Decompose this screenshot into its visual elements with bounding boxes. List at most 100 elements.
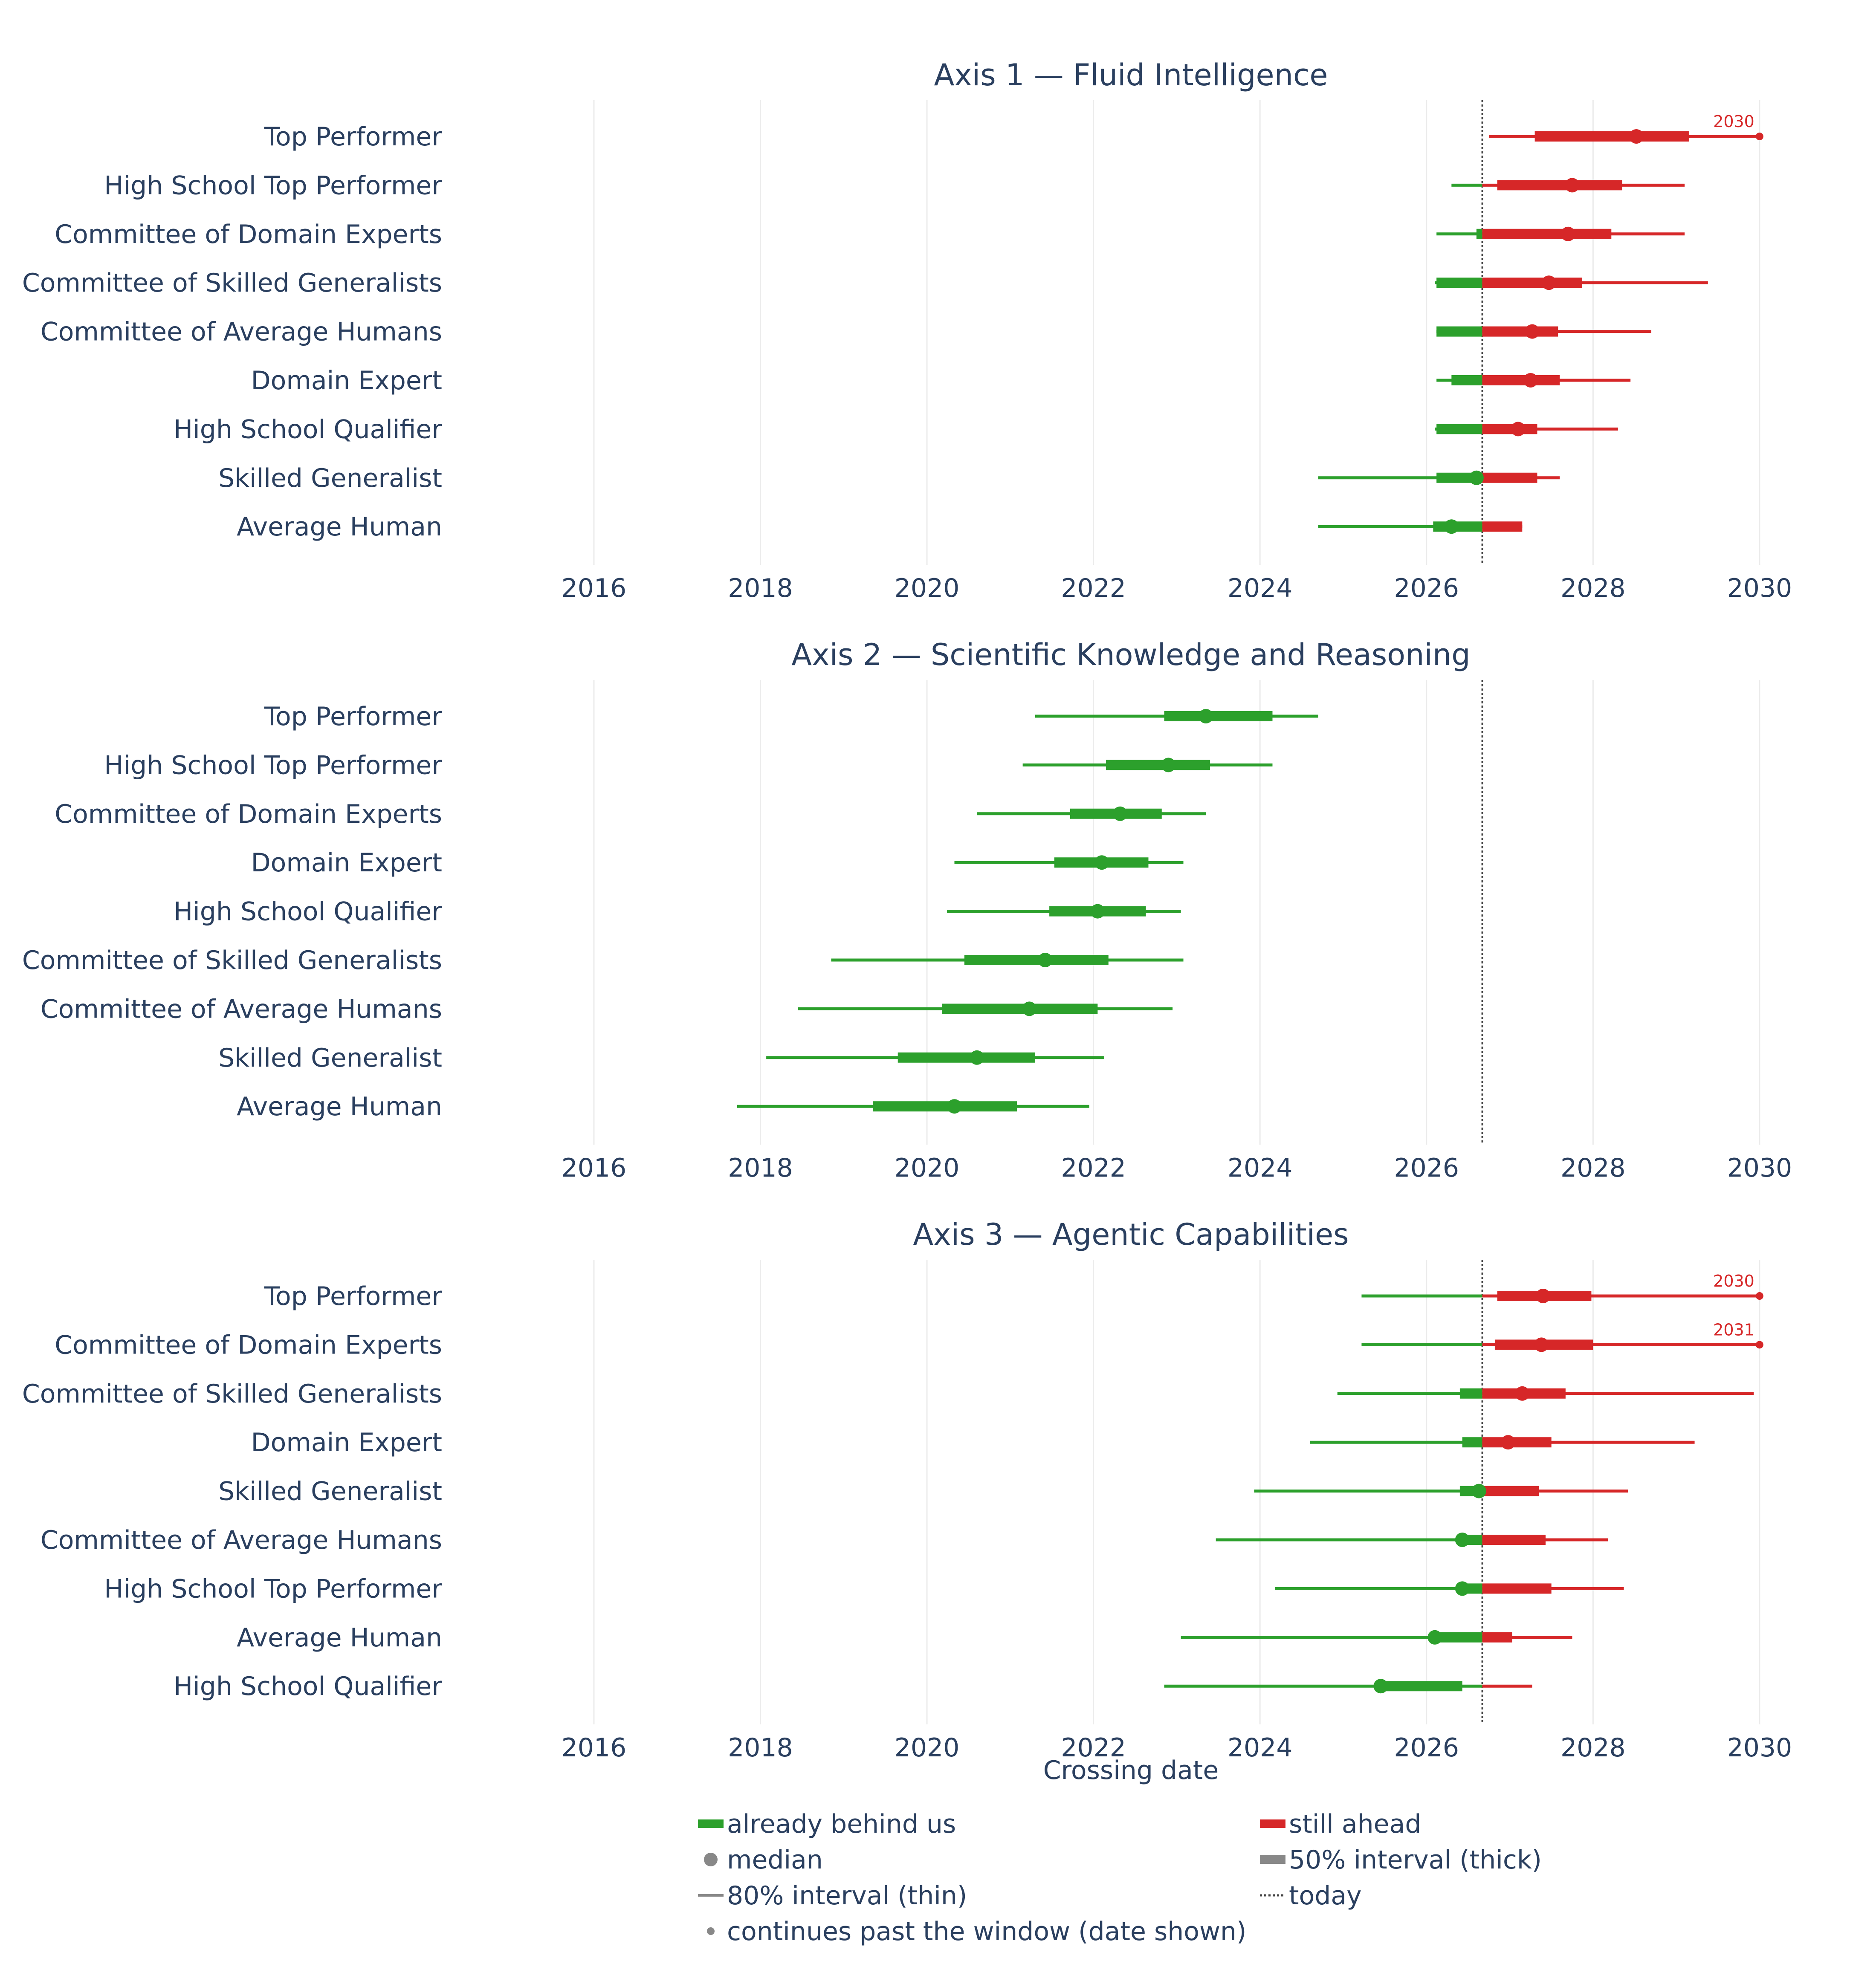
row-label: Committee of Average Humans xyxy=(41,317,442,347)
x-tick-label: 2020 xyxy=(895,1733,960,1763)
x-tick-label: 2028 xyxy=(1560,1153,1626,1183)
x-tick-label: 2022 xyxy=(1061,573,1126,603)
range-row: Average Human xyxy=(237,1623,1572,1653)
row-label: High School Top Performer xyxy=(104,171,442,200)
median-dot xyxy=(1629,129,1644,144)
panel-2: Axis 2 — Scientific Knowledge and Reason… xyxy=(22,637,1792,1183)
legend-label: still ahead xyxy=(1289,1809,1421,1839)
median-dot xyxy=(1536,1289,1551,1303)
median-dot xyxy=(1022,1001,1037,1016)
row-label: Average Human xyxy=(237,1623,442,1653)
x-tick-label: 2024 xyxy=(1228,1733,1293,1763)
range-row: Average Human xyxy=(237,512,1523,542)
median-dot xyxy=(1373,1679,1388,1694)
legend-label: 50% interval (thick) xyxy=(1289,1845,1542,1875)
legend-label: median xyxy=(727,1845,823,1875)
range-row: Committee of Skilled Generalists xyxy=(22,1379,1754,1409)
median-dot xyxy=(1501,1435,1516,1450)
row-label: Average Human xyxy=(237,1092,442,1122)
overflow-label: 2030 xyxy=(1713,1272,1754,1290)
row-label: Top Performer xyxy=(264,702,443,732)
median-dot xyxy=(1038,953,1053,967)
median-dot xyxy=(1469,470,1484,485)
median-dot xyxy=(1515,1386,1530,1401)
legend-label: already behind us xyxy=(727,1809,956,1839)
median-dot xyxy=(1094,855,1109,870)
median-dot xyxy=(1455,1581,1470,1596)
x-tick-label: 2026 xyxy=(1394,1733,1459,1763)
range-row: Top Performer xyxy=(264,702,1318,732)
row-label: Committee of Domain Experts xyxy=(55,1330,442,1360)
overflow-dot xyxy=(1755,133,1763,140)
legend-item-iqr: 50% interval (thick) xyxy=(1260,1845,1542,1875)
median-dot xyxy=(1534,1337,1549,1352)
range-row: Committee of Skilled Generalists xyxy=(22,268,1708,298)
median-dot xyxy=(1525,324,1540,339)
row-label: Skilled Generalist xyxy=(218,1043,442,1073)
x-axis-label: Crossing date xyxy=(1043,1756,1219,1785)
x-tick-label: 2022 xyxy=(1061,1153,1126,1183)
median-dot xyxy=(1113,806,1128,821)
row-label: Average Human xyxy=(237,512,442,542)
row-label: High School Qualifier xyxy=(174,897,442,927)
row-label: Committee of Average Humans xyxy=(41,994,442,1024)
x-tick-label: 2016 xyxy=(562,1153,627,1183)
range-row: Committee of Domain Experts xyxy=(55,220,1685,249)
row-label: Committee of Skilled Generalists xyxy=(22,268,442,298)
x-tick-label: 2018 xyxy=(728,573,793,603)
median-dot xyxy=(970,1050,984,1065)
range-row: Skilled Generalist xyxy=(218,1477,1628,1507)
median-dot xyxy=(1471,1484,1486,1498)
range-row: Committee of Domain Experts 2031 xyxy=(55,1320,1763,1360)
range-row: High School Top Performer xyxy=(104,750,1273,780)
legend-item-median: median xyxy=(704,1845,823,1875)
panel-title: Axis 1 — Fluid Intelligence xyxy=(934,58,1328,93)
legend-label: today xyxy=(1289,1881,1362,1911)
row-label: High School Top Performer xyxy=(104,750,442,780)
legend-label: 80% interval (thin) xyxy=(727,1881,967,1911)
median-dot xyxy=(1523,373,1538,388)
range-row: Committee of Average Humans xyxy=(41,1525,1608,1555)
range-row: Domain Expert xyxy=(251,848,1184,878)
row-label: Committee of Domain Experts xyxy=(55,799,442,829)
range-row: Skilled Generalist xyxy=(218,463,1560,493)
x-tick-label: 2028 xyxy=(1560,1733,1626,1763)
legend-item-ahead: still ahead xyxy=(1260,1809,1421,1839)
x-tick-label: 2018 xyxy=(728,1733,793,1763)
range-row: Domain Expert xyxy=(251,366,1631,396)
range-row: Average Human xyxy=(237,1092,1089,1122)
range-row: Committee of Average Humans xyxy=(41,317,1652,347)
legend-item-behind: already behind us xyxy=(698,1809,956,1839)
x-tick-label: 2020 xyxy=(895,1153,960,1183)
overflow-dot xyxy=(1755,1341,1763,1349)
median-dot xyxy=(1199,709,1213,723)
row-label: Top Performer xyxy=(264,122,443,152)
row-label: High School Qualifier xyxy=(174,1672,442,1701)
row-label: Committee of Skilled Generalists xyxy=(22,946,442,975)
x-tick-label: 2024 xyxy=(1228,573,1293,603)
row-label: Domain Expert xyxy=(251,366,442,396)
x-tick-label: 2030 xyxy=(1727,1733,1792,1763)
row-label: Committee of Domain Experts xyxy=(55,220,442,249)
range-row: High School Top Performer xyxy=(104,1574,1624,1604)
legend-item-today: today xyxy=(1260,1881,1362,1911)
overflow-dot xyxy=(1755,1292,1763,1300)
x-tick-label: 2016 xyxy=(562,1733,627,1763)
legend-label: continues past the window (date shown) xyxy=(727,1917,1246,1947)
range-row: High School Qualifier xyxy=(174,414,1618,444)
median-dot xyxy=(1511,422,1526,437)
median-dot xyxy=(1444,519,1459,534)
x-tick-label: 2022 xyxy=(1061,1733,1126,1763)
row-label: Domain Expert xyxy=(251,848,442,878)
range-row: Committee of Average Humans xyxy=(41,994,1173,1024)
x-tick-label: 2030 xyxy=(1727,573,1792,603)
panel-title: Axis 2 — Scientific Knowledge and Reason… xyxy=(791,637,1470,672)
x-tick-label: 2030 xyxy=(1727,1153,1792,1183)
row-label: Skilled Generalist xyxy=(218,463,442,493)
legend-symbol xyxy=(704,1853,718,1866)
panel-title: Axis 3 — Agentic Capabilities xyxy=(913,1217,1349,1252)
overflow-label: 2030 xyxy=(1713,112,1754,131)
median-dot xyxy=(1565,178,1580,193)
x-tick-label: 2026 xyxy=(1394,1153,1459,1183)
